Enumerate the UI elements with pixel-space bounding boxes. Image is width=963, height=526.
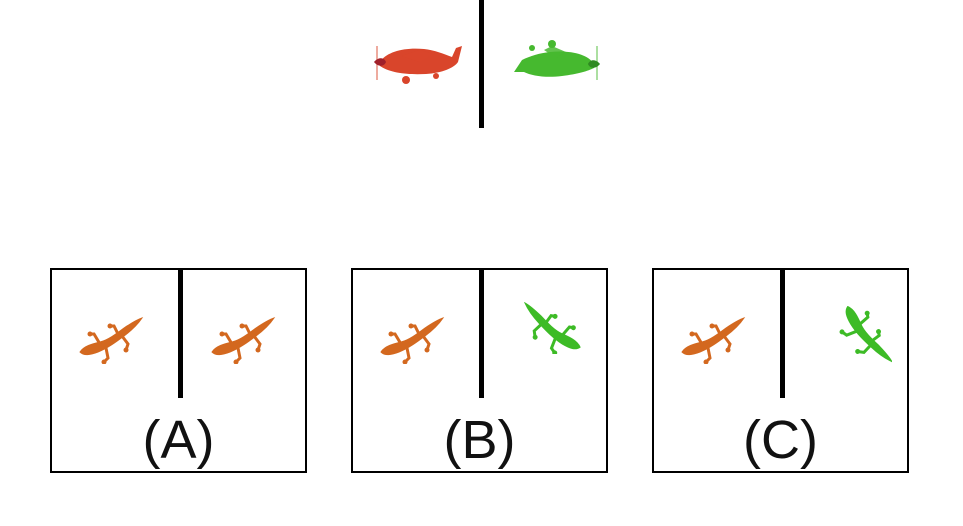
green-lizard-icon <box>523 302 581 354</box>
option-b-divider <box>479 270 484 398</box>
option-c-divider <box>780 270 785 398</box>
option-a[interactable]: (A) <box>50 268 307 473</box>
orange-lizard-icon <box>681 317 746 364</box>
option-c[interactable]: (C) <box>652 268 909 473</box>
option-a-label: (A) <box>142 410 215 470</box>
example-pair <box>360 0 605 130</box>
example-divider <box>479 0 484 128</box>
option-b-label: (B) <box>443 410 516 470</box>
green-airplane-icon <box>514 40 600 80</box>
orange-lizard-icon <box>211 317 276 364</box>
green-lizard-icon <box>839 306 892 363</box>
orange-lizard-icon <box>380 317 445 364</box>
option-a-divider <box>178 270 183 398</box>
option-c-label: (C) <box>743 410 818 470</box>
orange-lizard-icon <box>79 317 144 364</box>
red-airplane-icon <box>374 46 462 84</box>
option-b[interactable]: (B) <box>351 268 608 473</box>
